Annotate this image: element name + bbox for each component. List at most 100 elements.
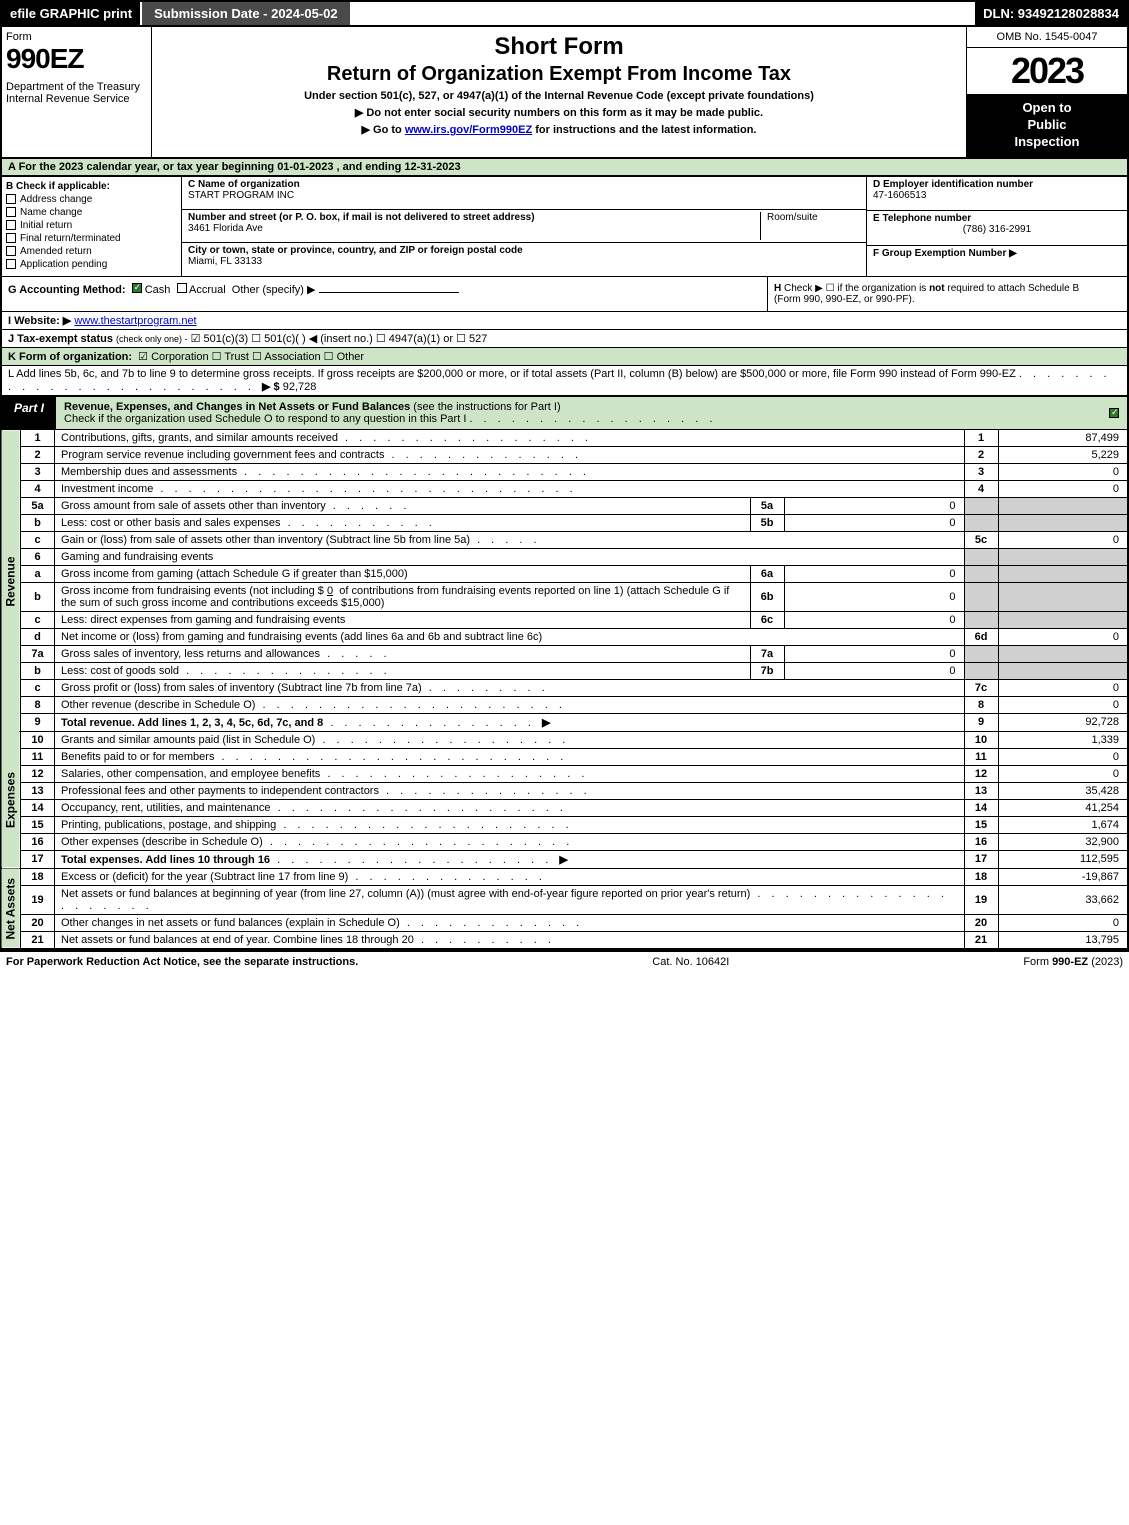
line-desc: Other expenses (describe in Schedule O) … — [55, 833, 965, 850]
part1-title: Revenue, Expenses, and Changes in Net As… — [56, 397, 1127, 429]
desc-text: Grants and similar amounts paid (list in… — [61, 734, 315, 746]
line-2: 2 Program service revenue including gove… — [1, 446, 1128, 463]
line-num: 11 — [21, 748, 55, 765]
line-num: c — [21, 679, 55, 696]
spacer — [350, 2, 976, 25]
warning-ssn: ▶ Do not enter social security numbers o… — [160, 106, 958, 119]
line-desc: Less: cost of goods sold . . . . . . . .… — [55, 662, 751, 679]
sub-val: 0 — [784, 611, 964, 628]
line-21: 21 Net assets or fund balances at end of… — [1, 931, 1128, 949]
right-val: 0 — [998, 748, 1128, 765]
j-sub: (check only one) - — [116, 334, 188, 344]
row-k: K Form of organization: ☑ Corporation ☐ … — [0, 347, 1129, 365]
line-desc: Total revenue. Add lines 1, 2, 3, 4, 5c,… — [55, 713, 965, 731]
desc-text: Excess or (deficit) for the year (Subtra… — [61, 871, 348, 883]
right-val: 0 — [998, 679, 1128, 696]
checkbox-icon[interactable] — [6, 207, 16, 217]
grey-cell — [998, 497, 1128, 514]
check-address[interactable]: Address change — [6, 194, 177, 205]
right-num: 5c — [964, 531, 998, 548]
desc-text: Net assets or fund balances at end of ye… — [61, 934, 414, 946]
l-value: 92,728 — [283, 381, 317, 393]
right-num: 4 — [964, 480, 998, 497]
header-left: Form 990EZ Department of the Treasury In… — [2, 27, 152, 157]
goto-line: ▶ Go to www.irs.gov/Form990EZ for instru… — [160, 123, 958, 136]
check-name[interactable]: Name change — [6, 207, 177, 218]
dots: . . . . . . . . . . . . . — [400, 917, 583, 929]
netassets-vlabel: Net Assets — [1, 868, 21, 949]
sub-num: 6a — [750, 565, 784, 582]
ein-value: 47-1606513 — [873, 190, 1121, 201]
desc-text: Salaries, other compensation, and employ… — [61, 768, 320, 780]
checkbox-icon[interactable] — [6, 233, 16, 243]
line-num: 5a — [21, 497, 55, 514]
org-name: START PROGRAM INC — [188, 190, 860, 201]
desc-text: Gross amount from sale of assets other t… — [61, 500, 326, 512]
line-9: 9 Total revenue. Add lines 1, 2, 3, 4, 5… — [1, 713, 1128, 731]
right-val: 0 — [998, 628, 1128, 645]
public: Public — [971, 117, 1123, 134]
right-num: 17 — [964, 850, 998, 868]
k-opts: ☑ Corporation ☐ Trust ☐ Association ☐ Ot… — [138, 351, 364, 363]
checkbox-cash-icon[interactable] — [132, 283, 142, 293]
line-num: c — [21, 611, 55, 628]
column-c: C Name of organization START PROGRAM INC… — [182, 177, 867, 276]
desc-text: Less: cost or other basis and sales expe… — [61, 517, 281, 529]
checkbox-icon[interactable] — [6, 220, 16, 230]
line-6d: d Net income or (loss) from gaming and f… — [1, 628, 1128, 645]
footer-left: For Paperwork Reduction Act Notice, see … — [6, 956, 358, 968]
h-not: not — [929, 283, 945, 294]
line-desc: Gross amount from sale of assets other t… — [55, 497, 751, 514]
revenue-vlabel: Revenue — [1, 430, 21, 732]
footer-center: Cat. No. 10642I — [652, 956, 729, 968]
checkbox-icon[interactable] — [6, 259, 16, 269]
check-pending[interactable]: Application pending — [6, 259, 177, 270]
desc-text: Other changes in net assets or fund bala… — [61, 917, 400, 929]
check-amended[interactable]: Amended return — [6, 246, 177, 257]
l-text: L Add lines 5b, 6c, and 7b to line 9 to … — [8, 368, 1016, 380]
checkbox-icon[interactable] — [6, 194, 16, 204]
line-num: 17 — [21, 850, 55, 868]
title-short-form: Short Form — [160, 33, 958, 61]
efile-label[interactable]: efile GRAPHIC print — [2, 2, 140, 25]
line-6c: c Less: direct expenses from gaming and … — [1, 611, 1128, 628]
desc-text: Other revenue (describe in Schedule O) — [61, 699, 255, 711]
sub-num: 5a — [750, 497, 784, 514]
check-final[interactable]: Final return/terminated — [6, 233, 177, 244]
desc-text: Investment income — [61, 483, 153, 495]
row-j: J Tax-exempt status (check only one) - ☑… — [0, 329, 1129, 347]
website-value[interactable]: www.thestartprogram.net — [74, 315, 196, 327]
desc-text: Total expenses. Add lines 10 through 16 — [61, 854, 270, 866]
line-15: 15 Printing, publications, postage, and … — [1, 816, 1128, 833]
desc-text: Total revenue. Add lines 1, 2, 3, 4, 5c,… — [61, 717, 323, 729]
header-center: Short Form Return of Organization Exempt… — [152, 27, 967, 157]
grey-cell — [964, 565, 998, 582]
dots: . . . . . — [320, 648, 391, 660]
right-val: 0 — [998, 914, 1128, 931]
dots: . . . . . . . . . . . . . . . . . . . — [320, 768, 588, 780]
right-num: 7c — [964, 679, 998, 696]
line-desc: Benefits paid to or for members . . . . … — [55, 748, 965, 765]
accrual-label: Accrual — [189, 284, 226, 296]
sub-val: 0 — [784, 514, 964, 531]
grey-cell — [964, 611, 998, 628]
expenses-vlabel: Expenses — [1, 731, 21, 868]
schedule-o-checkbox-icon[interactable] — [1109, 408, 1119, 418]
desc-text: Occupancy, rent, utilities, and maintena… — [61, 802, 271, 814]
check-initial[interactable]: Initial return — [6, 220, 177, 231]
checkbox-accrual-icon[interactable] — [177, 283, 187, 293]
desc-text: Gross sales of inventory, less returns a… — [61, 648, 320, 660]
dots: . . . . . . . . . . . . . . . — [379, 785, 591, 797]
info-grid: B Check if applicable: Address change Na… — [0, 177, 1129, 276]
line-desc: Grants and similar amounts paid (list in… — [55, 731, 965, 748]
line-18: Net Assets 18 Excess or (deficit) for th… — [1, 868, 1128, 885]
omb-number: OMB No. 1545-0047 — [967, 27, 1127, 48]
irs-link[interactable]: www.irs.gov/Form990EZ — [405, 124, 532, 136]
grey-cell — [998, 662, 1128, 679]
right-val: 35,428 — [998, 782, 1128, 799]
other-input[interactable] — [319, 292, 459, 293]
desc-text: Gain or (loss) from sale of assets other… — [61, 534, 470, 546]
checkbox-icon[interactable] — [6, 246, 16, 256]
fundraising-amt: 0 — [327, 585, 333, 597]
line-desc: Net income or (loss) from gaming and fun… — [55, 628, 965, 645]
